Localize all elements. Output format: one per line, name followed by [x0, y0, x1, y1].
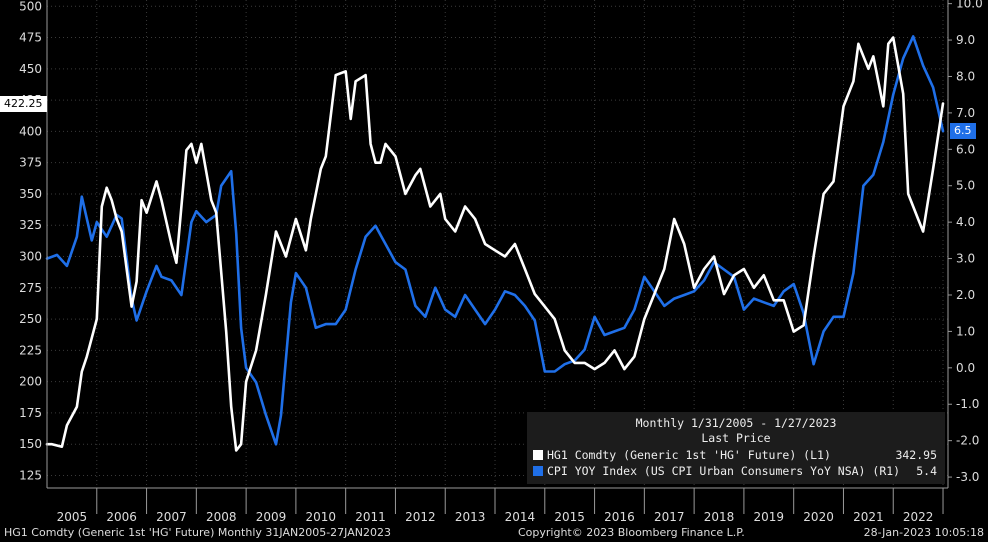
- left-tick-label: 125: [19, 468, 42, 482]
- x-axis-ticks: 2005 2006 2007 2008 2009 2010 2011 2012 2013 2014…: [57, 488, 944, 524]
- footer-bar: HG1 Comdty (Generic 1st 'HG' Future) Mon…: [0, 524, 988, 542]
- legend-swatch-hg1: [533, 450, 543, 460]
- x-tick-label: 2015: [554, 510, 585, 524]
- grid: [47, 0, 948, 488]
- x-tick-label: 2012: [405, 510, 436, 524]
- left-tick-label: 150: [19, 437, 42, 451]
- right-tick-label: 3.0: [956, 252, 975, 266]
- legend-title: Monthly 1/31/2005 - 1/27/2023: [635, 416, 837, 430]
- left-tick-label: 275: [19, 281, 42, 295]
- x-tick-label: 2021: [853, 510, 884, 524]
- x-tick-label: 2013: [455, 510, 486, 524]
- last-price-tag-left: 422.25: [0, 95, 47, 112]
- x-tick-label: 2010: [306, 510, 337, 524]
- x-tick-label: 2020: [803, 510, 834, 524]
- footer-timestamp: 28-Jan-2023 10:05:18: [863, 526, 984, 539]
- x-tick-label: 2022: [903, 510, 934, 524]
- legend-value-cpi: 5.4: [916, 464, 937, 478]
- left-tick-label: 375: [19, 156, 42, 170]
- x-tick-label: 2019: [754, 510, 785, 524]
- right-axis-ticks: 10.0 9.0 8.0 7.0 6.0 5.0 4.0 3.0 2.0 1.0 0.0 -1.0 -2…: [948, 0, 983, 484]
- left-tick-label: 500: [19, 0, 42, 13]
- right-tick-label: 1.0: [956, 324, 975, 338]
- left-tick-label: 200: [19, 375, 42, 389]
- x-tick-label: 2017: [654, 510, 685, 524]
- x-tick-label: 2009: [256, 510, 287, 524]
- left-tick-label: 300: [19, 250, 42, 264]
- right-tick-label: 0.0: [956, 361, 975, 375]
- right-tick-label: -2.0: [956, 434, 979, 448]
- x-tick-label: 2005: [57, 510, 88, 524]
- footer-copyright: Copyright© 2023 Bloomberg Finance L.P.: [518, 526, 745, 539]
- left-tick-label: 475: [19, 31, 42, 45]
- series: [45, 35, 945, 452]
- x-tick-label: 2014: [505, 510, 536, 524]
- legend-box: Monthly 1/31/2005 - 1/27/2023 Last Price…: [527, 412, 945, 484]
- footer-left: HG1 Comdty (Generic 1st 'HG' Future) Mon…: [4, 526, 391, 539]
- x-tick-label: 2007: [156, 510, 187, 524]
- left-tick-label: 400: [19, 124, 42, 138]
- legend-row-hg1: HG1 Comdty (Generic 1st 'HG' Future) (L1…: [533, 448, 937, 463]
- left-tick-label: 175: [19, 406, 42, 420]
- right-tick-label: 5.0: [956, 179, 975, 193]
- legend-row-cpi: CPI YOY Index (US CPI Urban Consumers Yo…: [533, 464, 937, 479]
- series-line-hg1: [45, 36, 945, 452]
- legend-label-cpi: CPI YOY Index (US CPI Urban Consumers Yo…: [547, 464, 901, 478]
- right-tick-label: 8.0: [956, 69, 975, 83]
- right-tick-label: -1.0: [956, 397, 979, 411]
- last-price-tag-right: 6.5: [950, 123, 976, 140]
- right-tick-label: -3.0: [956, 470, 979, 484]
- left-tick-label: 250: [19, 312, 42, 326]
- right-tick-label: 2.0: [956, 288, 975, 302]
- x-tick-label: 2016: [604, 510, 635, 524]
- legend-subtitle: Last Price: [701, 431, 771, 445]
- legend-value-hg1: 342.95: [895, 448, 937, 462]
- x-tick-label: 2011: [355, 510, 386, 524]
- right-tick-label: 6.0: [956, 142, 975, 156]
- x-tick-label: 2006: [106, 510, 137, 524]
- right-tick-label: 9.0: [956, 33, 975, 47]
- legend-label-hg1: HG1 Comdty (Generic 1st 'HG' Future) (L1…: [547, 448, 831, 462]
- left-tick-label: 225: [19, 343, 42, 357]
- left-tick-label: 450: [19, 62, 42, 76]
- series-line-cpi: [45, 35, 945, 446]
- x-tick-label: 2008: [206, 510, 237, 524]
- left-tick-label: 350: [19, 187, 42, 201]
- right-tick-label: 4.0: [956, 215, 975, 229]
- right-tick-label: 7.0: [956, 106, 975, 120]
- x-tick-label: 2018: [704, 510, 735, 524]
- legend-swatch-cpi: [533, 466, 543, 476]
- left-tick-label: 325: [19, 218, 42, 232]
- right-tick-label: 10.0: [956, 0, 983, 11]
- left-axis-ticks: 1251501752002252502753003253503754004254…: [19, 0, 42, 482]
